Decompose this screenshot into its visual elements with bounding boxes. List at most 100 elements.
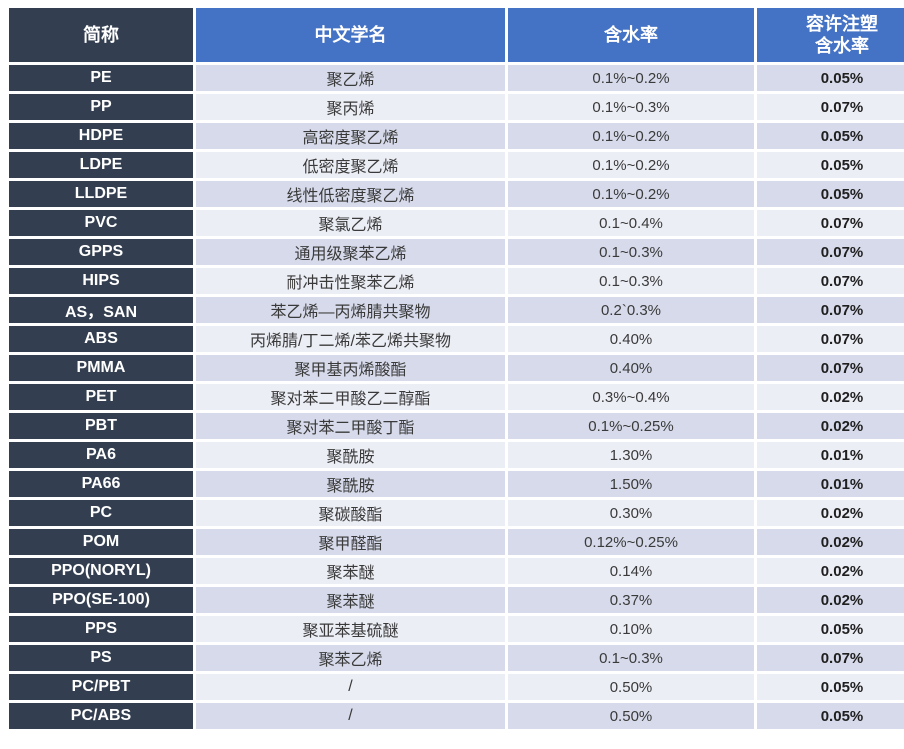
- cell-name: 聚乙烯: [196, 65, 505, 91]
- cell-moisture: 0.30%: [508, 500, 754, 526]
- cell-allowed: 0.07%: [757, 326, 904, 352]
- cell-moisture: 0.1%~0.25%: [508, 413, 754, 439]
- cell-moisture: 0.1~0.4%: [508, 210, 754, 236]
- table-row: PPO(NORYL) 聚苯醚 0.14% 0.02%: [9, 558, 904, 584]
- table-row: HIPS 耐冲击性聚苯乙烯 0.1~0.3% 0.07%: [9, 268, 904, 294]
- table-row: POM 聚甲醛酯 0.12%~0.25% 0.02%: [9, 529, 904, 555]
- cell-allowed: 0.01%: [757, 442, 904, 468]
- cell-name: /: [196, 703, 505, 729]
- table-row: ABS 丙烯腈/丁二烯/苯乙烯共聚物 0.40% 0.07%: [9, 326, 904, 352]
- cell-moisture: 0.50%: [508, 674, 754, 700]
- cell-moisture: 0.10%: [508, 616, 754, 642]
- header-cell-allowed-line: 容许注塑: [806, 13, 878, 34]
- table-row: PET 聚对苯二甲酸乙二醇酯 0.3%~0.4% 0.02%: [9, 384, 904, 410]
- cell-name: 通用级聚苯乙烯: [196, 239, 505, 265]
- cell-abbr: PP: [9, 94, 193, 120]
- cell-moisture: 0.3%~0.4%: [508, 384, 754, 410]
- cell-allowed: 0.05%: [757, 65, 904, 91]
- cell-abbr: PS: [9, 645, 193, 671]
- cell-moisture: 0.1%~0.2%: [508, 152, 754, 178]
- cell-name: 聚苯醚: [196, 558, 505, 584]
- cell-allowed: 0.02%: [757, 413, 904, 439]
- cell-abbr: PPO(NORYL): [9, 558, 193, 584]
- cell-abbr: LLDPE: [9, 181, 193, 207]
- header-cell-allowed-line: 含水率: [815, 36, 869, 56]
- cell-name: 聚对苯二甲酸丁酯: [196, 413, 505, 439]
- cell-moisture: 1.30%: [508, 442, 754, 468]
- cell-name: 聚碳酸酯: [196, 500, 505, 526]
- cell-moisture: 0.12%~0.25%: [508, 529, 754, 555]
- table-row: AS，SAN 苯乙烯—丙烯腈共聚物 0.2`0.3% 0.07%: [9, 297, 904, 323]
- table-row: PPS 聚亚苯基硫醚 0.10% 0.05%: [9, 616, 904, 642]
- table-row: LLDPE 线性低密度聚乙烯 0.1%~0.2% 0.05%: [9, 181, 904, 207]
- table-row: PC/ABS/0.50% 0.05%: [9, 703, 904, 729]
- cell-name: 丙烯腈/丁二烯/苯乙烯共聚物: [196, 326, 505, 352]
- cell-allowed: 0.07%: [757, 94, 904, 120]
- cell-allowed: 0.02%: [757, 587, 904, 613]
- cell-allowed: 0.05%: [757, 123, 904, 149]
- table-row: PA66 聚酰胺 1.50% 0.01%: [9, 471, 904, 497]
- cell-name: 聚甲基丙烯酸酯: [196, 355, 505, 381]
- cell-abbr: PVC: [9, 210, 193, 236]
- table-row: PA6 聚酰胺 1.30% 0.01%: [9, 442, 904, 468]
- cell-allowed: 0.02%: [757, 529, 904, 555]
- table-row: HDPE 高密度聚乙烯 0.1%~0.2% 0.05%: [9, 123, 904, 149]
- cell-allowed: 0.07%: [757, 355, 904, 381]
- cell-name: 聚丙烯: [196, 94, 505, 120]
- cell-moisture: 0.1~0.3%: [508, 645, 754, 671]
- cell-moisture: 0.1~0.3%: [508, 239, 754, 265]
- table-header: 简称 中文学名 含水率 容许注塑 含水率: [9, 8, 904, 62]
- cell-name: 聚酰胺: [196, 471, 505, 497]
- cell-name: 聚对苯二甲酸乙二醇酯: [196, 384, 505, 410]
- cell-allowed: 0.02%: [757, 384, 904, 410]
- cell-allowed: 0.07%: [757, 210, 904, 236]
- cell-name: /: [196, 674, 505, 700]
- cell-moisture: 0.37%: [508, 587, 754, 613]
- cell-moisture: 0.1%~0.2%: [508, 181, 754, 207]
- cell-allowed: 0.02%: [757, 500, 904, 526]
- header-cell-abbr: 简称: [9, 8, 193, 62]
- cell-name: 聚苯乙烯: [196, 645, 505, 671]
- cell-abbr: PPS: [9, 616, 193, 642]
- cell-name: 聚亚苯基硫醚: [196, 616, 505, 642]
- cell-abbr: PET: [9, 384, 193, 410]
- cell-abbr: PA66: [9, 471, 193, 497]
- cell-allowed: 0.07%: [757, 268, 904, 294]
- table-row: PS 聚苯乙烯 0.1~0.3% 0.07%: [9, 645, 904, 671]
- table-row: PC 聚碳酸酯 0.30% 0.02%: [9, 500, 904, 526]
- table-row: PC/PBT/0.50% 0.05%: [9, 674, 904, 700]
- cell-abbr: HIPS: [9, 268, 193, 294]
- cell-moisture: 0.2`0.3%: [508, 297, 754, 323]
- cell-abbr: ABS: [9, 326, 193, 352]
- cell-abbr: GPPS: [9, 239, 193, 265]
- cell-name: 高密度聚乙烯: [196, 123, 505, 149]
- header-cell-allowed: 容许注塑 含水率: [757, 8, 904, 62]
- table-row: GPPS 通用级聚苯乙烯 0.1~0.3% 0.07%: [9, 239, 904, 265]
- cell-moisture: 0.40%: [508, 326, 754, 352]
- cell-abbr: PMMA: [9, 355, 193, 381]
- cell-abbr: PC/ABS: [9, 703, 193, 729]
- cell-allowed: 0.01%: [757, 471, 904, 497]
- cell-abbr: PE: [9, 65, 193, 91]
- table-row: PP 聚丙烯 0.1%~0.3% 0.07%: [9, 94, 904, 120]
- cell-allowed: 0.05%: [757, 674, 904, 700]
- cell-moisture: 0.1%~0.2%: [508, 123, 754, 149]
- cell-allowed: 0.05%: [757, 616, 904, 642]
- cell-allowed: 0.05%: [757, 181, 904, 207]
- cell-abbr: PBT: [9, 413, 193, 439]
- cell-name: 聚酰胺: [196, 442, 505, 468]
- cell-allowed: 0.05%: [757, 152, 904, 178]
- header-cell-moisture: 含水率: [508, 8, 754, 62]
- table-row: PE 聚乙烯 0.1%~0.2% 0.05%: [9, 65, 904, 91]
- cell-moisture: 0.14%: [508, 558, 754, 584]
- cell-moisture: 1.50%: [508, 471, 754, 497]
- table-row: PPO(SE-100) 聚苯醚 0.37% 0.02%: [9, 587, 904, 613]
- cell-allowed: 0.02%: [757, 558, 904, 584]
- header-cell-name: 中文学名: [196, 8, 505, 62]
- cell-name: 耐冲击性聚苯乙烯: [196, 268, 505, 294]
- cell-abbr: PPO(SE-100): [9, 587, 193, 613]
- cell-name: 苯乙烯—丙烯腈共聚物: [196, 297, 505, 323]
- cell-abbr: LDPE: [9, 152, 193, 178]
- table-body: PE 聚乙烯 0.1%~0.2% 0.05% PP 聚丙烯 0.1%~0.3% 0.07% HD…: [9, 65, 904, 729]
